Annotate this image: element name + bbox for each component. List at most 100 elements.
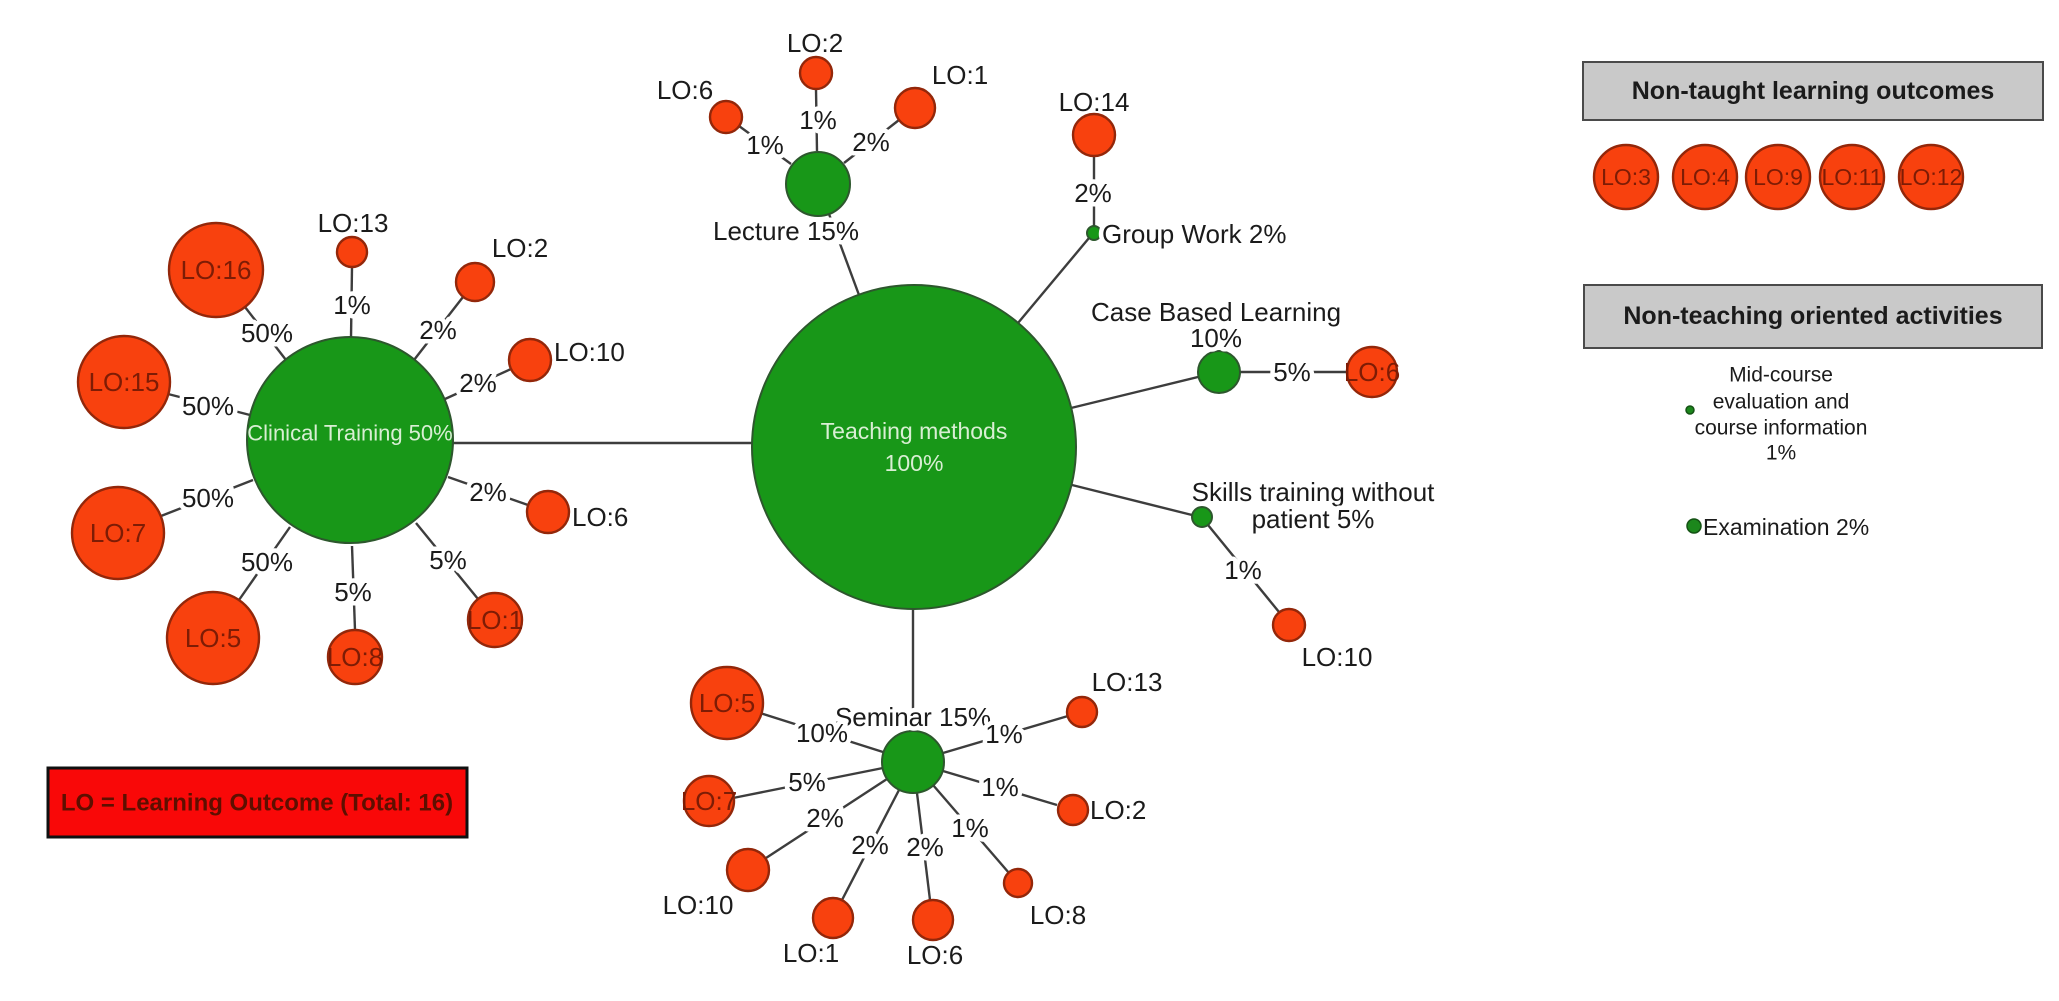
clinical-lo2-node (454, 261, 496, 303)
seminar-lo13-label: LO:13 (1092, 667, 1163, 697)
edge-seminar-lo10 (765, 777, 888, 860)
edge-seminar-lo1 (840, 789, 901, 901)
non-taught-lo11-node (1818, 143, 1886, 211)
teaching-methods-node (751, 284, 1077, 610)
clinical-lo15-pct: 50% (182, 391, 234, 421)
edge-clinical-lo13 (349, 266, 354, 339)
midcourse-label-line4: 1% (1766, 442, 1796, 465)
clinical-lo1-pct: 5% (429, 545, 467, 575)
casebased-lo6-pct: 5% (1273, 357, 1311, 387)
edge-seminar-lo13 (942, 714, 1069, 755)
non-taught-lo3-label: LO:3 (1601, 164, 1651, 190)
clinical-lo7-pct: 50% (182, 483, 234, 513)
seminar-lo6-label: LO:6 (907, 940, 963, 970)
midcourse-label-line2: evaluation and (1713, 391, 1850, 414)
clinical-lo10-node (507, 337, 553, 383)
edge-seminar-lo2 (942, 769, 1058, 807)
edge-teaching-lecture (827, 213, 861, 296)
clinical-lo5-pct: 50% (241, 547, 293, 577)
lecture-lo2-node (798, 55, 834, 91)
non-taught-outcomes-header-box (1582, 61, 2044, 121)
skills-lo10-pct: 1% (1224, 555, 1262, 585)
seminar-lo10-node (725, 847, 771, 893)
skills-lo10-node (1271, 607, 1307, 643)
seminar-lo13-node (1065, 695, 1099, 729)
seminar-lo8-node (1002, 867, 1034, 899)
lecture-lo2-label: LO:2 (787, 28, 843, 58)
clinical-lo2-label: LO:2 (492, 233, 548, 263)
clinical-lo13-node (335, 235, 369, 269)
seminar-label: Seminar 15% (835, 702, 991, 732)
edge-seminar-lo5 (759, 711, 884, 754)
clinical-lo15-node (76, 334, 172, 430)
edge-lecture-lo1 (843, 119, 900, 164)
clinical-lo1-label: LO:1 (467, 605, 523, 635)
seminar-lo5-label: LO:5 (699, 688, 755, 718)
seminar-lo1-pct: 2% (851, 830, 889, 860)
legend-box (46, 766, 469, 839)
groupwork-lo14-label: LO:14 (1059, 87, 1130, 117)
edge-clinical-lo7 (160, 478, 254, 518)
midcourse-label-line1: Mid-course (1729, 364, 1833, 387)
casebased-lo6-node (1345, 345, 1399, 399)
edge-clinical-lo2 (413, 296, 464, 361)
clinical-lo1-node (466, 591, 524, 649)
groupwork-lo14-node (1071, 112, 1117, 158)
non-taught-lo12-label: LO:12 (1900, 164, 1963, 190)
skills-training-label-line2: patient 5% (1252, 504, 1375, 534)
lecture-lo6-node (708, 99, 744, 135)
seminar-lo10-pct: 2% (806, 803, 844, 833)
clinical-lo16-pct: 50% (241, 318, 293, 348)
seminar-lo6-node (911, 898, 955, 942)
edge-skills-lo10 (1207, 524, 1280, 613)
seminar-lo6-pct: 2% (906, 832, 944, 862)
case-based-learning-label-line2: 10% (1190, 323, 1242, 353)
clinical-lo15-label: LO:15 (89, 367, 160, 397)
non-taught-lo4-node (1671, 143, 1739, 211)
lecture-lo1-pct: 2% (852, 127, 890, 157)
seminar-lo5-node (689, 665, 765, 741)
casebased-lo6-label: LO:6 (1344, 357, 1400, 387)
non-taught-lo12-node (1897, 143, 1965, 211)
clinical-lo6-label: LO:6 (572, 502, 628, 532)
edge-lecture-lo2 (814, 88, 819, 152)
lecture-node (785, 151, 851, 217)
lecture-lo2-pct: 1% (799, 105, 837, 135)
clinical-lo10-label: LO:10 (554, 337, 625, 367)
non-taught-lo4-label: LO:4 (1680, 164, 1730, 190)
non-teaching-activities-title: Non-teaching oriented activities (1623, 302, 2002, 330)
non-teaching-activities-header-box (1583, 284, 2043, 349)
midcourse-label-line3: course information (1695, 417, 1868, 440)
edge-teaching-skills (1071, 483, 1193, 517)
seminar-lo2-node (1056, 793, 1090, 827)
edge-seminar-lo7 (732, 766, 884, 800)
seminar-lo2-pct: 1% (981, 772, 1019, 802)
skills-training-label-line1: Skills training without (1192, 477, 1436, 507)
edge-clinical-lo15 (167, 392, 251, 417)
seminar-lo7-label: LO:7 (681, 786, 737, 816)
non-taught-lo9-label: LO:9 (1753, 164, 1803, 190)
clinical-lo16-label: LO:16 (181, 255, 252, 285)
edge-clinical-lo10 (444, 367, 512, 401)
lecture-lo6-pct: 1% (746, 130, 784, 160)
seminar-lo13-pct: 1% (985, 719, 1023, 749)
clinical-lo6-node (525, 489, 571, 535)
non-taught-lo3-node (1592, 143, 1660, 211)
edge-clinical-lo8 (350, 545, 357, 631)
lecture-lo6-label: LO:6 (657, 75, 713, 105)
clinical-lo8-label: LO:8 (327, 642, 383, 672)
case-based-learning-label-line1: Case Based Learning (1091, 297, 1341, 327)
examination-label: Examination 2% (1703, 514, 1869, 540)
clinical-lo6-pct: 2% (469, 477, 507, 507)
seminar-lo8-label: LO:8 (1030, 900, 1086, 930)
edge-clinical-lo16 (244, 306, 287, 361)
non-taught-lo9-node (1744, 143, 1812, 211)
legend-label: LO = Learning Outcome (Total: 16) (61, 790, 453, 817)
group-work-label: Group Work 2% (1102, 219, 1286, 249)
edge-clinical-lo1 (415, 522, 479, 600)
clinical-training-node (246, 336, 454, 544)
clinical-lo8-node (326, 628, 384, 686)
lecture-label: Lecture 15% (713, 216, 859, 246)
seminar-lo10-label: LO:10 (663, 890, 734, 920)
